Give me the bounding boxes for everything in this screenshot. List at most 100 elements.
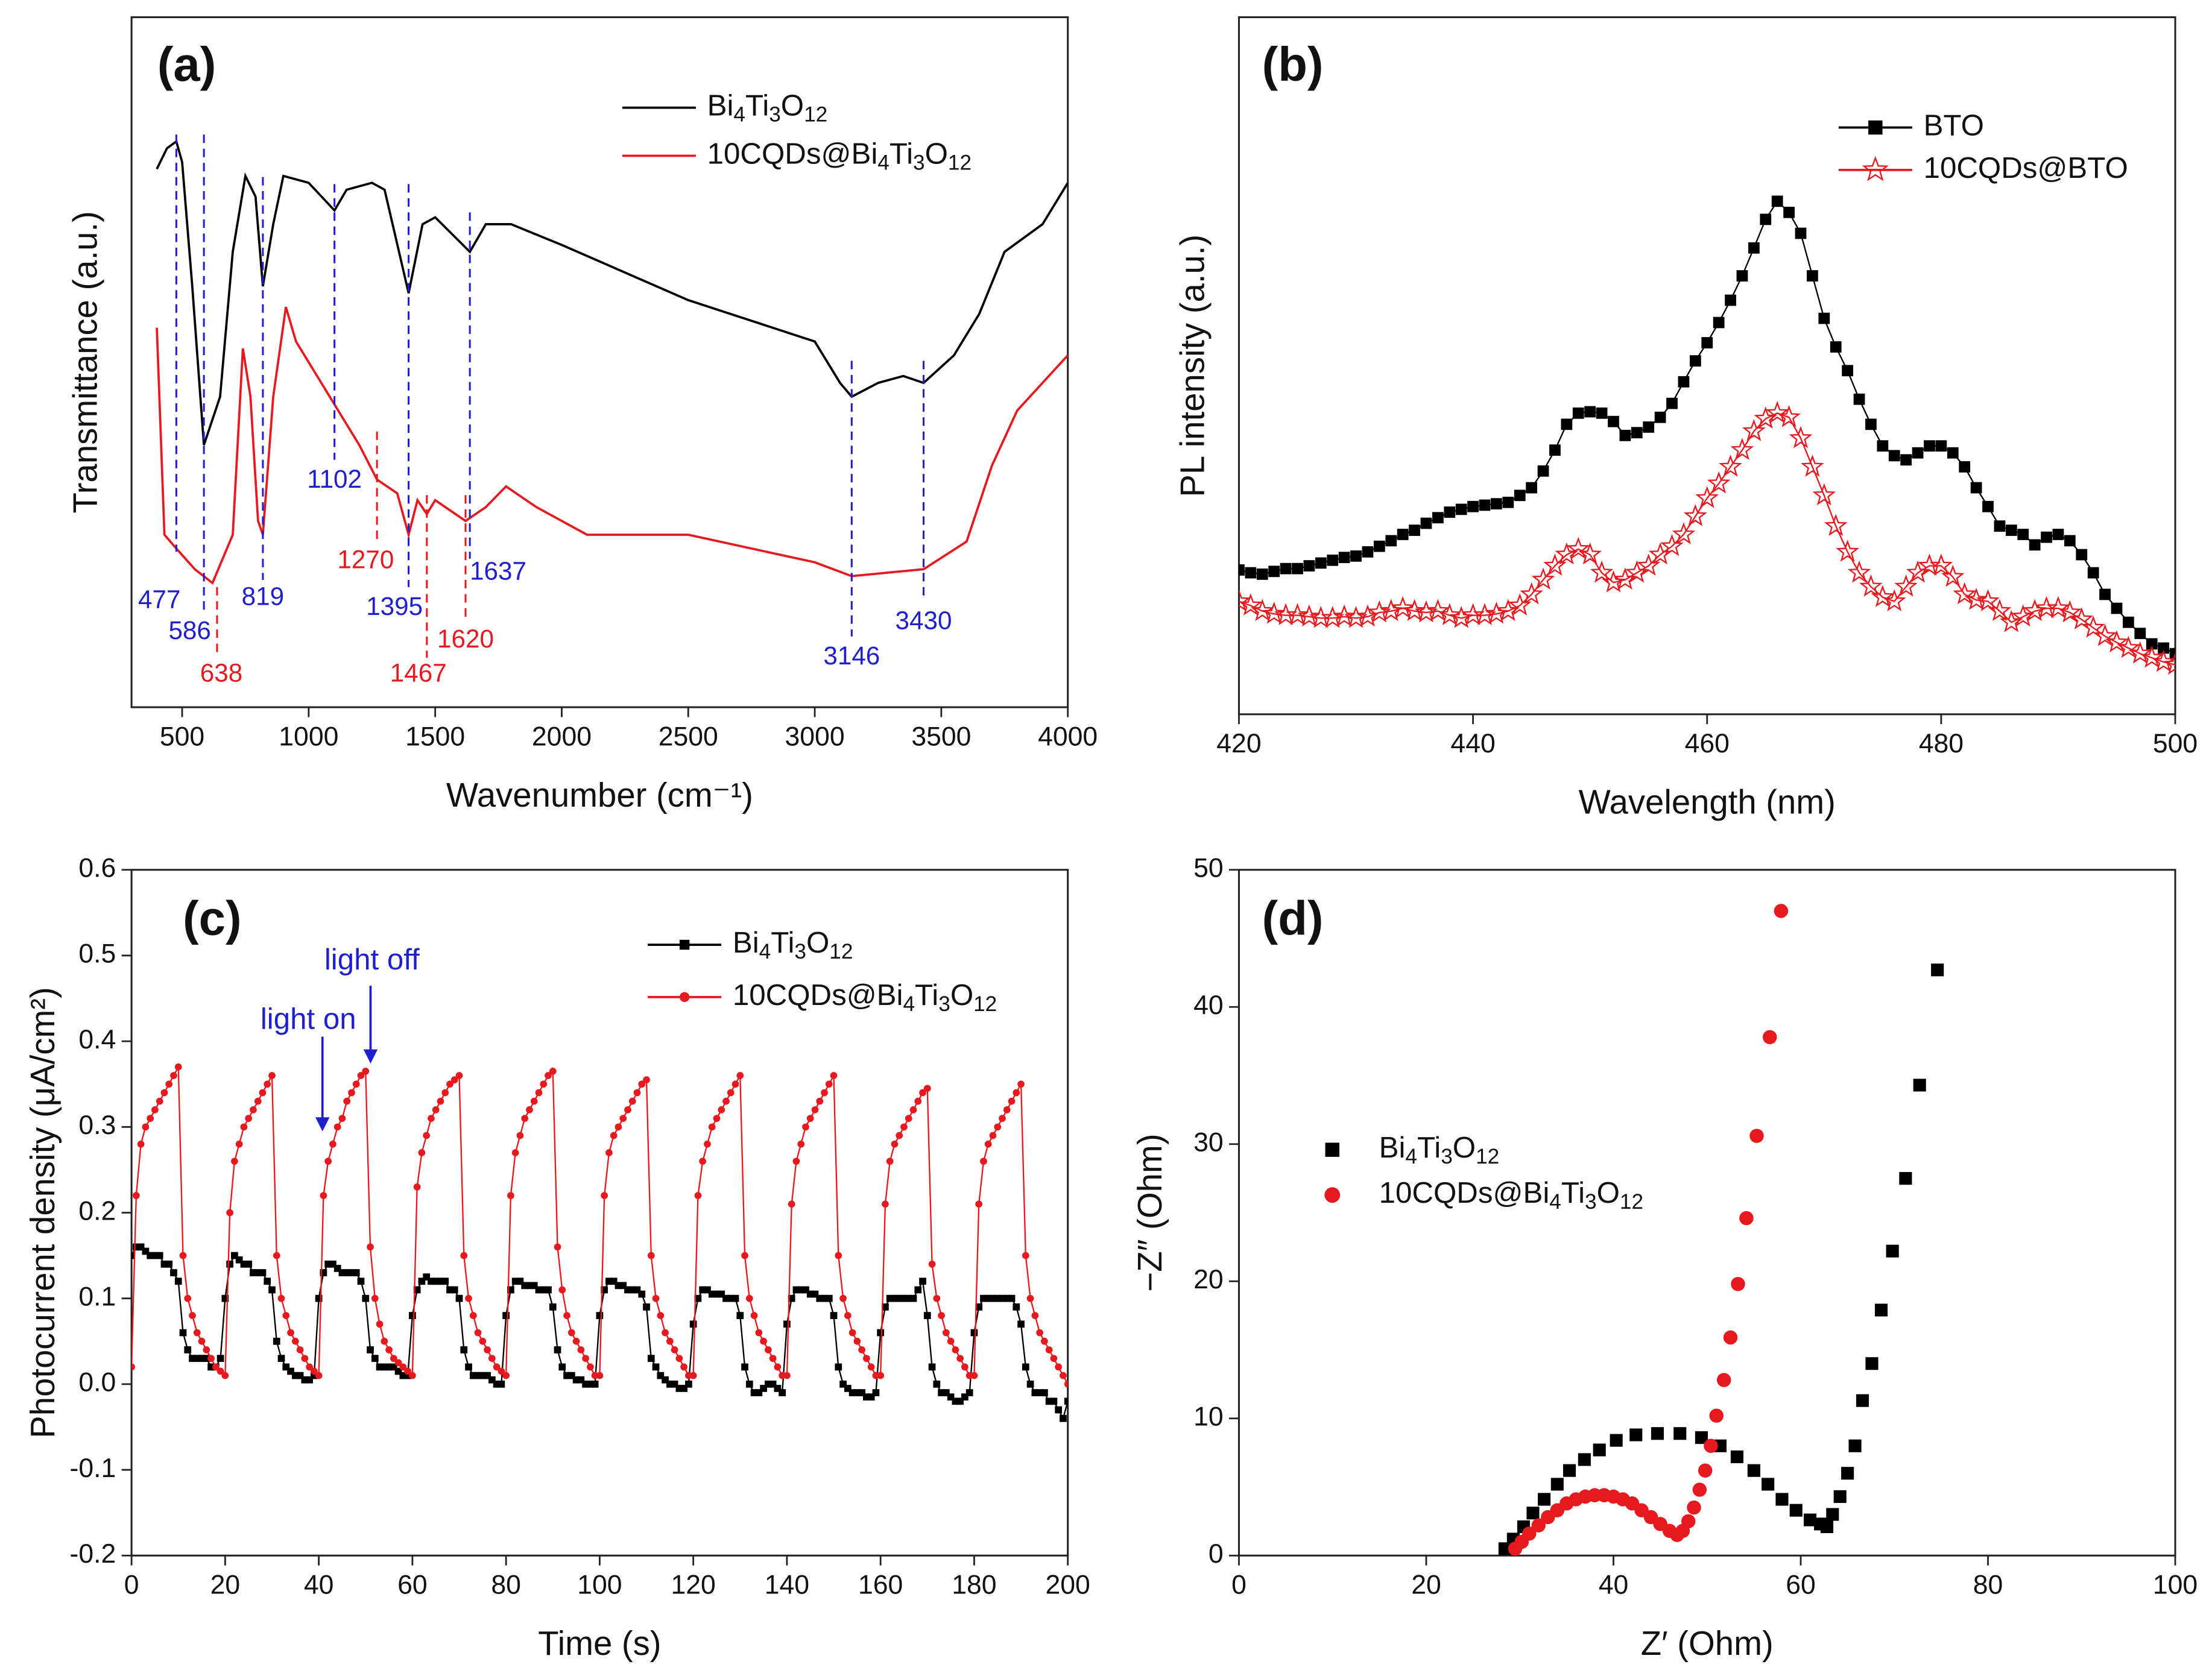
data-point xyxy=(891,1294,899,1302)
data-point xyxy=(170,1269,177,1276)
data-point xyxy=(142,1247,150,1255)
data-point xyxy=(1602,570,1625,593)
data-point xyxy=(928,1260,936,1268)
data-point xyxy=(933,1380,941,1388)
legend-label: Bi4Ti3O12 xyxy=(1379,1131,1500,1168)
data-point xyxy=(615,1123,622,1131)
data-point xyxy=(479,1372,487,1379)
data-point xyxy=(296,1346,304,1353)
data-point xyxy=(1774,904,1789,918)
data-point xyxy=(675,1355,683,1363)
data-point xyxy=(338,1269,346,1276)
data-point xyxy=(1783,206,1795,218)
x-tick-label: 3500 xyxy=(911,722,971,751)
data-point xyxy=(1449,605,1473,628)
data-point xyxy=(923,1085,931,1092)
data-point xyxy=(179,1329,187,1337)
data-point xyxy=(830,1312,838,1319)
legend-label: 10CQDs@Bi4Ti3O12 xyxy=(733,978,997,1016)
data-point xyxy=(530,1097,538,1105)
data-point xyxy=(1629,1428,1643,1441)
data-point xyxy=(343,1269,351,1276)
data-point xyxy=(816,1294,824,1302)
data-point xyxy=(1514,490,1526,502)
data-point xyxy=(1050,1397,1058,1405)
x-tick-label: 2000 xyxy=(532,722,592,751)
data-point xyxy=(137,1243,145,1251)
plot-frame xyxy=(1237,869,2176,1557)
y-tick-label: 50 xyxy=(1193,854,1224,883)
data-point xyxy=(1060,1372,1067,1379)
data-point xyxy=(287,1329,294,1337)
data-point xyxy=(2169,647,2176,660)
series-line xyxy=(1239,412,2176,666)
data-point xyxy=(1379,599,1403,622)
data-point xyxy=(367,1243,374,1251)
data-point xyxy=(1687,1500,1701,1515)
annotation-label: 1620 xyxy=(437,625,494,653)
data-point xyxy=(1385,535,1397,547)
x-axis-label: Time (s) xyxy=(538,1624,661,1662)
data-point xyxy=(563,1372,570,1379)
data-point xyxy=(643,1076,650,1083)
data-point xyxy=(371,1294,379,1302)
data-point xyxy=(1824,514,1848,536)
data-point xyxy=(554,1346,561,1353)
data-point xyxy=(844,1312,852,1319)
data-point xyxy=(975,1303,983,1311)
data-point xyxy=(802,1123,809,1131)
plot-area xyxy=(1498,904,1944,1556)
data-point xyxy=(184,1346,192,1353)
data-point xyxy=(404,1367,411,1375)
x-tick-label: 480 xyxy=(1919,729,1964,758)
data-point xyxy=(437,1097,444,1105)
data-point xyxy=(1874,1303,1888,1317)
data-point xyxy=(418,1277,426,1285)
data-point xyxy=(250,1106,257,1114)
data-point xyxy=(282,1312,290,1319)
data-point xyxy=(961,1363,969,1371)
data-point xyxy=(1742,419,1766,441)
data-point xyxy=(1391,596,1415,619)
data-point xyxy=(1748,242,1760,254)
data-point xyxy=(450,1076,458,1083)
data-point xyxy=(264,1080,271,1088)
data-point xyxy=(1013,1303,1020,1311)
x-tick-label: 140 xyxy=(765,1570,809,1600)
data-point xyxy=(806,1290,814,1298)
data-point xyxy=(189,1355,196,1363)
data-point xyxy=(156,1252,163,1259)
data-point xyxy=(708,1290,716,1298)
data-point xyxy=(619,1115,627,1122)
data-point xyxy=(858,1346,865,1353)
data-point xyxy=(203,1346,210,1353)
data-point xyxy=(1292,562,1303,575)
data-point xyxy=(783,1372,791,1379)
x-tick-label: 460 xyxy=(1685,729,1730,758)
data-point xyxy=(830,1072,838,1079)
data-point xyxy=(1344,605,1368,628)
data-point xyxy=(428,1115,435,1122)
x-tick-label: 420 xyxy=(1216,729,1261,758)
legend-marker xyxy=(1868,120,1883,135)
data-point xyxy=(582,1380,589,1388)
data-point xyxy=(507,1286,514,1294)
data-point xyxy=(147,1115,154,1122)
data-point xyxy=(1036,1389,1043,1396)
data-point xyxy=(1350,550,1362,562)
series-line xyxy=(131,1246,1068,1420)
data-point xyxy=(1444,506,1456,518)
data-point xyxy=(131,1363,135,1371)
legend-label: Bi4Ti3O12 xyxy=(707,89,828,127)
data-point xyxy=(675,1385,683,1392)
data-point xyxy=(2128,641,2152,664)
data-point xyxy=(315,1372,323,1379)
y-tick-label: 30 xyxy=(1193,1128,1224,1158)
data-point xyxy=(254,1097,262,1105)
data-point xyxy=(572,1376,580,1384)
data-point xyxy=(1931,963,1944,977)
data-point xyxy=(1050,1355,1058,1363)
data-point xyxy=(727,1294,735,1302)
y-tick-label: 0.1 xyxy=(78,1282,116,1311)
x-axis-label: Z′ (Ohm) xyxy=(1641,1624,1774,1662)
